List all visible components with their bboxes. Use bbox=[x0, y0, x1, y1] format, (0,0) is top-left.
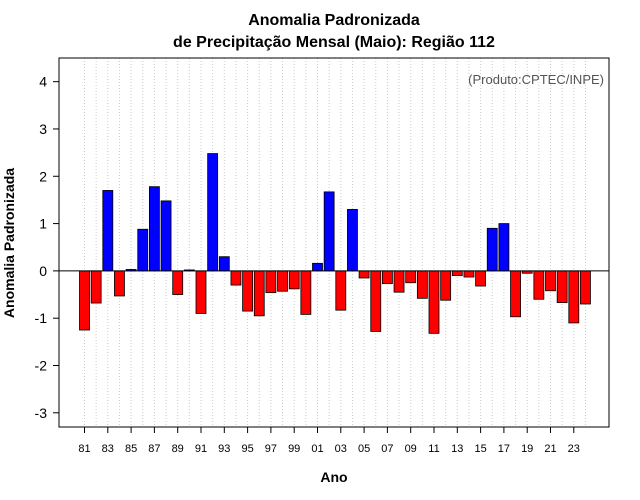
bar-91 bbox=[195, 270, 207, 314]
x-tick-label: 83 bbox=[102, 443, 114, 455]
bar-00 bbox=[300, 270, 312, 315]
x-tick-label: 05 bbox=[358, 443, 370, 455]
x-tick-label: 95 bbox=[241, 443, 253, 455]
bar-04 bbox=[347, 208, 358, 272]
bar-96 bbox=[253, 270, 265, 317]
y-tick-label: -3 bbox=[35, 405, 48, 421]
bar-10 bbox=[416, 270, 428, 299]
bar-01 bbox=[312, 262, 323, 272]
bar-03 bbox=[335, 270, 347, 311]
y-tick-label: 0 bbox=[39, 263, 47, 279]
bar-11 bbox=[428, 270, 440, 334]
bar-15 bbox=[475, 270, 487, 287]
x-axis-title: Ano bbox=[320, 469, 347, 485]
chart-title-line2: de Precipitação Mensal (Maio): Região 11… bbox=[173, 34, 495, 51]
bar-13 bbox=[451, 270, 463, 277]
x-tick-label: 81 bbox=[78, 443, 90, 455]
bar-22 bbox=[556, 270, 568, 303]
x-tick-label: 07 bbox=[381, 443, 393, 455]
x-tick-label: 11 bbox=[428, 443, 439, 455]
x-tick-label: 01 bbox=[311, 443, 323, 455]
x-tick-label: 13 bbox=[451, 443, 463, 455]
bar-02 bbox=[323, 191, 335, 272]
x-tick-label: 09 bbox=[405, 443, 417, 455]
x-tick-label: 89 bbox=[172, 443, 184, 455]
chart-title-line1: Anomalia Padronizada bbox=[248, 12, 420, 29]
credit-text: (Produto:CPTEC/INPE) bbox=[468, 72, 604, 87]
x-tick-label: 87 bbox=[148, 443, 160, 455]
x-tick-label: 21 bbox=[544, 443, 556, 455]
bar-16 bbox=[486, 227, 498, 272]
x-tick-label: 97 bbox=[265, 443, 277, 455]
bar-82 bbox=[90, 270, 102, 304]
y-axis-title: Anomalia Padronizada bbox=[1, 168, 17, 318]
bar-88 bbox=[160, 200, 172, 272]
bar-20 bbox=[533, 270, 545, 300]
x-tick-label: 91 bbox=[195, 443, 207, 455]
x-tick-label: 93 bbox=[218, 443, 230, 455]
x-tick-label: 15 bbox=[474, 443, 486, 455]
y-tick-label: -2 bbox=[35, 358, 48, 374]
y-tick-label: -1 bbox=[35, 310, 48, 326]
bar-05 bbox=[358, 270, 370, 279]
bar-06 bbox=[370, 270, 382, 332]
bar-21 bbox=[545, 270, 556, 292]
y-tick-label: 2 bbox=[39, 168, 47, 184]
bar-84 bbox=[114, 270, 125, 297]
bar-17 bbox=[498, 223, 510, 272]
x-tick-label: 85 bbox=[125, 443, 137, 455]
bar-23 bbox=[568, 270, 580, 324]
bar-86 bbox=[137, 228, 149, 272]
bar-24 bbox=[580, 270, 591, 305]
x-tick-label: 03 bbox=[335, 443, 347, 455]
y-axis: -3 -2 -1 0 1 2 3 4 bbox=[35, 74, 59, 421]
bar-09 bbox=[405, 270, 417, 284]
bar-83 bbox=[102, 190, 114, 272]
bar-12 bbox=[440, 270, 452, 301]
y-tick-label: 1 bbox=[39, 216, 47, 232]
bar-87 bbox=[148, 186, 160, 272]
x-tick-label: 23 bbox=[568, 443, 580, 455]
y-tick-label: 4 bbox=[39, 74, 47, 90]
bar-08 bbox=[393, 270, 405, 293]
x-tick-label: 17 bbox=[498, 443, 510, 455]
bar-81 bbox=[79, 270, 90, 331]
bar-98 bbox=[277, 270, 288, 292]
bar-97 bbox=[265, 270, 277, 294]
bar-94 bbox=[230, 270, 242, 286]
bar-89 bbox=[172, 270, 184, 295]
bar-18 bbox=[510, 270, 521, 318]
bar-14 bbox=[463, 270, 475, 278]
plot-frame bbox=[58, 57, 610, 428]
bars bbox=[79, 153, 591, 334]
bar-92 bbox=[207, 153, 219, 272]
x-tick-label: 99 bbox=[288, 443, 300, 455]
bar-93 bbox=[218, 256, 230, 272]
x-tick-label: 19 bbox=[521, 443, 533, 455]
y-tick-label: 3 bbox=[39, 121, 47, 137]
bar-95 bbox=[242, 270, 254, 312]
bar-07 bbox=[381, 270, 393, 285]
bar-99 bbox=[288, 270, 300, 290]
x-axis: 81 83 85 87 89 91 93 95 97 99 01 03 05 07 09 11 13 15 17 19… bbox=[78, 427, 580, 455]
